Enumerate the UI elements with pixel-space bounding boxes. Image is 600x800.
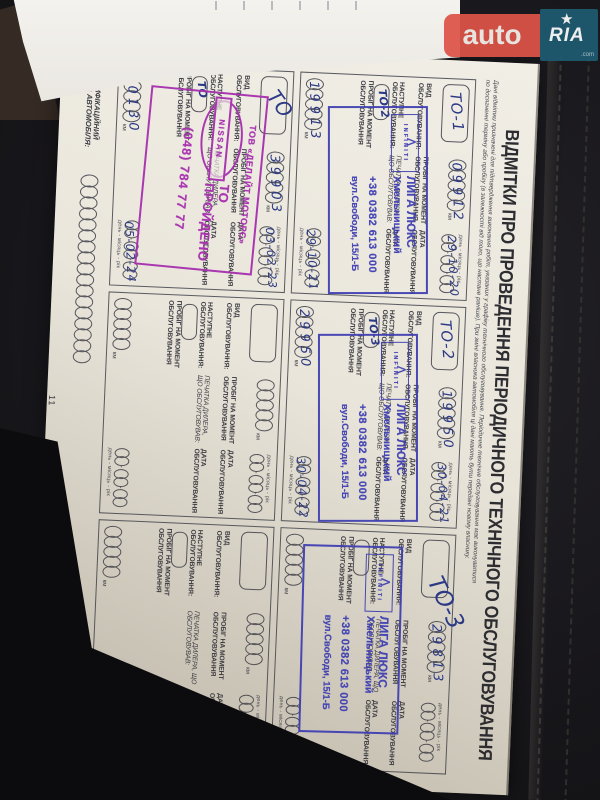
label-mileage: ПРОБІГ НА МОМЕНТ ОБСЛУГОВУВАННЯ	[209, 611, 227, 680]
date-ovals: --	[417, 702, 438, 768]
date-ovals: -- 29-10-20	[437, 233, 462, 298]
date-ovals: -- 03-02-23	[255, 225, 280, 290]
mileage-ovals	[265, 151, 286, 204]
next-mileage-ovals	[283, 533, 304, 587]
service-block-to2: ТО-2 км 19950 день - місяць - рік -- 30-04-…	[281, 299, 467, 529]
stamp-address: вул.Свободи, 15/1-Б	[349, 176, 361, 272]
stamp-phone: +38 0382 613 000	[366, 176, 379, 274]
nissan-logo: NISSAN	[197, 96, 247, 182]
service-block-to1: ТО-1 км 09912 день - місяць - рік -- 29-10-…	[291, 71, 477, 302]
label-service-type: ВИД ОБСЛУГОВУВАННЯ:	[222, 302, 241, 370]
stamp-status: ТО ПРОЙДЕНО	[195, 182, 233, 263]
stamp-dealer-name: ЛИГА ЛЮКС Хмельницький	[363, 615, 392, 694]
star-icon: ★	[560, 11, 574, 28]
km-unit: км	[283, 587, 290, 595]
infiniti-glyph: ⋀	[407, 138, 418, 148]
stamp-address: вул.Свободи, 15/1-Б	[339, 403, 351, 499]
next-service-box	[180, 303, 199, 341]
km-unit: км	[111, 351, 118, 359]
dealer-stamp-liga-luks: ⋀ INFINITI ЛИГА ЛЮКС Хмельницький +38 038…	[318, 333, 419, 522]
stamp-phone: +38 0382 613 000	[337, 615, 352, 713]
label-next-date: ДАТА ОБСЛУГОВУВАННЯ	[189, 448, 208, 514]
dealer-stamp-nissan: ТОВ «ДЕЛАЙТ МОТОРС» NISSAN ТО ПРОЙДЕНО (…	[134, 85, 270, 276]
label-mileage: ПРОБІГ НА МОМЕНТ ОБСЛУГОВУВАННЯ	[219, 376, 237, 445]
nissan-logo-text: NISSAN	[208, 96, 233, 182]
km-unit: км	[254, 433, 261, 441]
label-dealer-stamp: ПЕЧАТКА ДИЛЕРА, ЩО ОБСЛУГОВУВАВ:	[192, 374, 211, 443]
service-type-box: ТО-1	[440, 83, 471, 143]
infiniti-logo: ⋀ INFINITI	[391, 114, 420, 173]
service-type-box	[249, 303, 279, 363]
ria-text: RIA	[549, 25, 585, 46]
label-next-mileage: ПРОБІГ НА МОМЕНТ ОБСЛУГОВУВАННЯ	[164, 300, 183, 369]
table-column-2: ТО-2 км 19950 день - місяць - рік -- 30-04-…	[93, 291, 467, 529]
km-unit: км	[121, 123, 128, 131]
next-mileage-ovals	[101, 525, 123, 579]
service-type-box: ТО-3	[420, 539, 469, 634]
ria-logo: ★ RIA .com	[540, 9, 598, 61]
faint-text-marks	[215, 1, 445, 13]
dealer-stamp-liga-luks: ⋀ INFINITI ЛИГА ЛЮКС Хмельницький +38 038…	[298, 544, 404, 735]
stamp-dealer-name: ЛИГА ЛЮКС Хмельницький	[381, 403, 409, 482]
infiniti-glyph: ⋀	[397, 366, 408, 376]
service-table: ТО-1 км 09912 день - місяць - рік -- 29-10-…	[83, 63, 477, 775]
next-date-ovals: -- 29-10-21	[304, 228, 322, 292]
mileage-ovals	[426, 621, 447, 674]
mileage-ovals	[446, 159, 468, 212]
autoria-watermark: auto ★ RIA .com	[444, 8, 598, 62]
stamp-area	[107, 373, 146, 445]
date-ovals: --	[245, 453, 266, 515]
dealer-stamp-liga-luks: ⋀ INFINITI ЛИГА ЛЮКС Хмельницький +38 038…	[328, 106, 429, 295]
next-date-ovals: -- 30-04-22	[294, 455, 312, 520]
label-next-service: НАСТУПНЕ ОБСЛУГОВУВАННЯ:	[186, 529, 204, 597]
ria-com-text: .com	[580, 52, 594, 58]
label-next-service: НАСТУПНЕ ОБСЛУГОВУВАННЯ:	[196, 301, 214, 369]
infiniti-text: INFINITI	[402, 123, 409, 163]
km-unit: км	[101, 579, 108, 587]
mileage-ovals	[244, 613, 266, 666]
mileage-ovals	[255, 379, 276, 432]
service-type-box	[239, 531, 269, 591]
date-ovals: -- 30-04-21	[427, 461, 452, 525]
km-unit: км	[436, 440, 443, 448]
auto-logo: auto	[444, 14, 540, 57]
km-unit: км	[446, 213, 453, 221]
handwritten-service-type: ТО-1	[446, 91, 468, 134]
service-block-empty: км день - місяць - рік-- ВИД ОБСЛУГОВУВА…	[99, 291, 285, 522]
km-unit: км	[426, 675, 433, 683]
stamp-address: вул.Свободи, 15/1-Б	[320, 614, 334, 710]
stamp-phone: +38 0382 613 000	[356, 403, 369, 501]
page-number: 11	[46, 394, 58, 407]
stamp-dealer-name: ЛИГА ЛЮКС Хмельницький	[391, 176, 419, 254]
next-mileage-ovals	[111, 297, 132, 351]
km-unit: км	[302, 131, 310, 139]
label-next-mileage: ПРОБІГ НА МОМЕНТ ОБСЛУГОВУВАННЯ	[155, 527, 173, 596]
table-column-1: ТО-1 км 09912 день - місяць - рік -- 29-10-…	[103, 63, 477, 302]
service-type-box: ТО-2	[430, 311, 461, 371]
infiniti-logo: ⋀ INFINITI	[364, 553, 395, 613]
next-date-ovals: --	[111, 447, 132, 509]
next-mileage-ovals	[293, 305, 314, 359]
service-block-to4: ТО км 39903 день - місяць - рік -- 03-02-23…	[109, 63, 298, 294]
km-unit: км	[264, 205, 271, 213]
label-dealer-stamp: ПЕЧАТКА ДИЛЕРА, ЩО ОБСЛУГОВУВАВ:	[183, 610, 201, 685]
km-unit: км	[244, 667, 251, 675]
next-mileage-ovals	[303, 77, 324, 131]
infiniti-text: INFINITI	[392, 351, 399, 391]
vin-ovals	[72, 174, 100, 364]
infiniti-logo: ⋀ INFINITI	[381, 341, 410, 400]
next-service-box	[170, 531, 189, 569]
km-unit: км	[292, 359, 300, 367]
infiniti-glyph: ⋀	[381, 578, 392, 589]
mileage-ovals	[436, 387, 458, 440]
handwritten-service-type: ТО-2	[436, 319, 458, 361]
label-service-type: ВИД ОБСЛУГОВУВАННЯ:	[212, 530, 231, 598]
label-date: ДАТА ОБСЛУГОВУВАННЯ	[216, 449, 234, 515]
